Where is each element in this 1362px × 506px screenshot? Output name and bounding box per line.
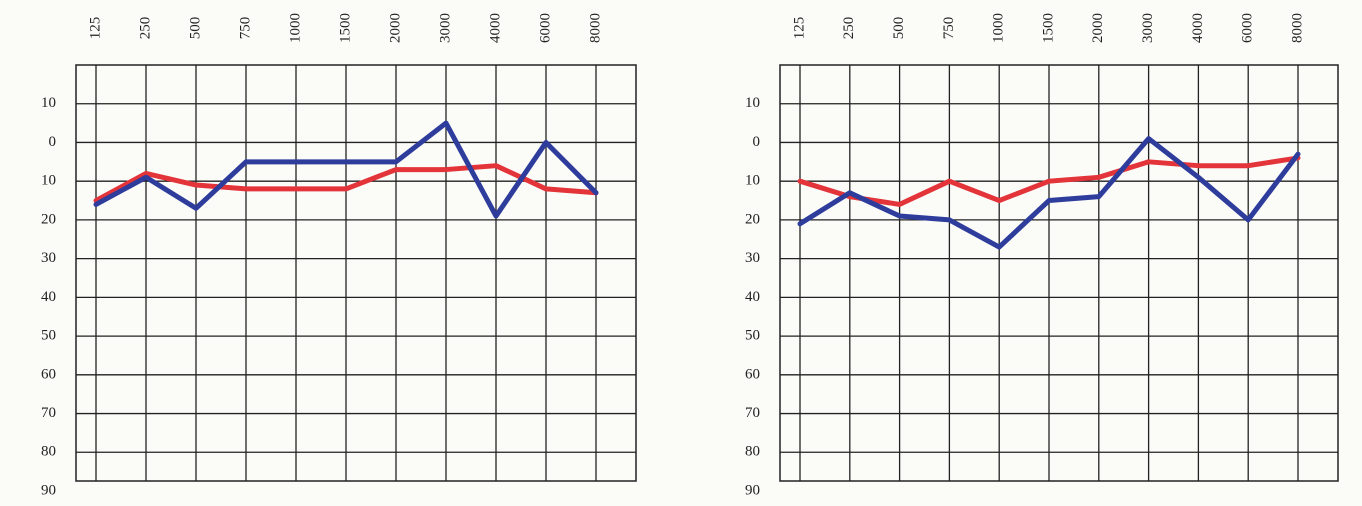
audiogram: 10 0 10 20 30 40 50 60 70 80 90 125 250 500 750 1000 150… bbox=[41, 13, 637, 498]
x-tick-label: 4000 bbox=[1190, 13, 1206, 43]
x-tick-label: 4000 bbox=[487, 13, 503, 43]
y-tick-label: 90 bbox=[41, 482, 56, 498]
x-tick-label: 2000 bbox=[387, 13, 403, 43]
y-tick-label: 20 bbox=[41, 211, 56, 227]
x-tick-label: 750 bbox=[237, 17, 253, 40]
x-tick-label: 125 bbox=[791, 17, 807, 40]
y-tick-label: 10 bbox=[745, 95, 760, 111]
x-tick-label: 750 bbox=[941, 17, 957, 40]
plot-frame bbox=[75, 64, 637, 482]
y-tick-label: 30 bbox=[745, 250, 760, 266]
x-tick-label: 125 bbox=[87, 17, 103, 40]
x-tick-label: 6000 bbox=[1240, 13, 1256, 43]
x-tick-label: 6000 bbox=[537, 13, 553, 43]
x-tick-label: 500 bbox=[187, 17, 203, 40]
y-tick-label: 50 bbox=[745, 328, 760, 344]
y-tick-label: 60 bbox=[41, 366, 56, 382]
y-tick-label: 10 bbox=[745, 173, 760, 189]
y-tick-label: 60 bbox=[745, 366, 760, 382]
x-tick-label: 250 bbox=[841, 17, 857, 40]
y-tick-label: 70 bbox=[41, 405, 56, 421]
hearing-line bbox=[93, 163, 599, 204]
audiogram: 10 0 10 20 30 40 50 60 70 80 90 125 250 500 750 1000 150… bbox=[745, 13, 1339, 498]
y-tick-label: 10 bbox=[41, 95, 56, 111]
x-tick-label: 8000 bbox=[587, 13, 603, 43]
x-tick-label: 1500 bbox=[1040, 13, 1056, 43]
hearing-line bbox=[797, 155, 1301, 207]
y-tick-label: 80 bbox=[41, 444, 56, 460]
y-tick-label: 80 bbox=[745, 444, 760, 460]
x-tick-label: 500 bbox=[891, 17, 907, 40]
x-tick-label: 250 bbox=[137, 17, 153, 40]
y-tick-label: 20 bbox=[745, 211, 760, 227]
y-tick-label: 0 bbox=[753, 134, 761, 150]
x-tick-label: 3000 bbox=[437, 13, 453, 43]
y-tick-label: 30 bbox=[41, 250, 56, 266]
y-tick-label: 40 bbox=[745, 289, 760, 305]
x-tick-label: 3000 bbox=[1140, 13, 1156, 43]
y-tick-label: 10 bbox=[41, 173, 56, 189]
y-tick-label: 90 bbox=[745, 482, 760, 498]
x-tick-label: 2000 bbox=[1090, 13, 1106, 43]
y-tick-label: 40 bbox=[41, 289, 56, 305]
x-tick-label: 8000 bbox=[1289, 13, 1305, 43]
y-tick-label: 70 bbox=[745, 405, 760, 421]
y-tick-label: 0 bbox=[49, 134, 57, 150]
plot-frame bbox=[779, 64, 1339, 482]
y-tick-label: 50 bbox=[41, 328, 56, 344]
x-tick-label: 1000 bbox=[287, 13, 303, 43]
x-tick-label: 1500 bbox=[337, 13, 353, 43]
x-tick-label: 1000 bbox=[991, 13, 1007, 43]
hearing-line bbox=[797, 136, 1301, 250]
hearing-line bbox=[93, 120, 599, 219]
